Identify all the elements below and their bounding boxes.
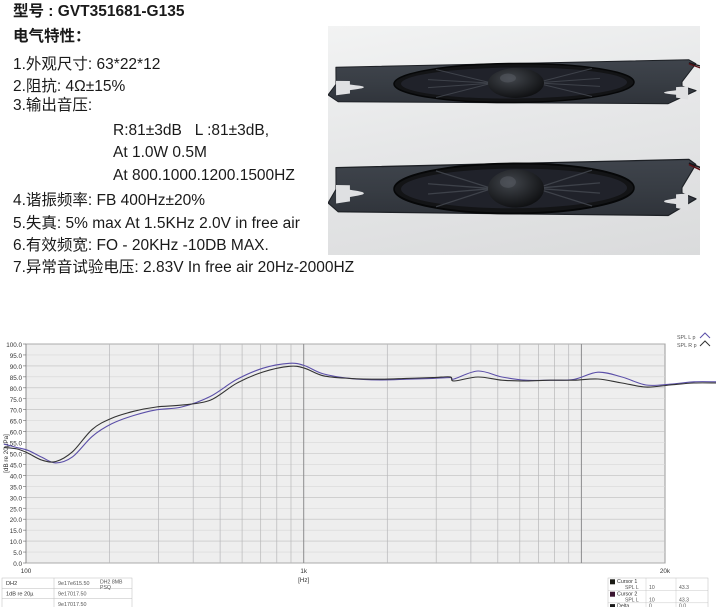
svg-text:SPL R p: SPL R p: [677, 343, 697, 349]
svg-text:Cursor 1: Cursor 1: [617, 579, 637, 585]
svg-text:1k: 1k: [300, 568, 308, 575]
svg-text:9e17e615.50: 9e17e615.50: [58, 581, 89, 587]
svg-text:30.0: 30.0: [10, 495, 23, 502]
svg-text:0.0: 0.0: [13, 561, 22, 568]
svg-text:50.0: 50.0: [10, 452, 23, 459]
svg-text:75.0: 75.0: [10, 397, 23, 404]
svg-text:10: 10: [649, 598, 655, 604]
svg-text:60.0: 60.0: [10, 430, 23, 437]
svg-text:25.0: 25.0: [10, 506, 23, 513]
svg-text:SPL L: SPL L: [625, 598, 639, 604]
svg-text:SPL L p: SPL L p: [677, 335, 696, 341]
svg-text:15.0: 15.0: [10, 528, 23, 535]
svg-text:20k: 20k: [660, 568, 671, 575]
svg-text:DH2: DH2: [6, 581, 17, 587]
svg-text:20.0: 20.0: [10, 517, 23, 524]
svg-text:100: 100: [21, 568, 32, 575]
svg-text:40.0: 40.0: [10, 473, 23, 480]
svg-text:95.0: 95.0: [10, 353, 23, 360]
svg-text:45.0: 45.0: [10, 462, 23, 469]
svg-text:70.0: 70.0: [10, 408, 23, 415]
svg-text:43.3: 43.3: [679, 585, 689, 591]
svg-text:SPL L: SPL L: [625, 585, 639, 591]
svg-text:1dB re 20µ: 1dB re 20µ: [6, 592, 34, 598]
svg-text:9e17017.50: 9e17017.50: [58, 602, 86, 607]
svg-text:10.0: 10.0: [10, 539, 23, 546]
svg-text:43.3: 43.3: [679, 598, 689, 604]
svg-text:10: 10: [649, 585, 655, 591]
svg-text:[dB re 20µPa]: [dB re 20µPa]: [3, 434, 10, 473]
svg-text:90.0: 90.0: [10, 364, 23, 371]
svg-text:5.0: 5.0: [13, 550, 22, 557]
svg-text:PSQ: PSQ: [100, 585, 111, 591]
svg-text:35.0: 35.0: [10, 484, 23, 491]
svg-text:9e17017.50: 9e17017.50: [58, 592, 86, 598]
svg-text:65.0: 65.0: [10, 419, 23, 426]
svg-text:Cursor 2: Cursor 2: [617, 591, 637, 597]
svg-text:[Hz]: [Hz]: [298, 577, 309, 584]
svg-text:85.0: 85.0: [10, 375, 23, 382]
svg-text:100.0: 100.0: [6, 342, 22, 349]
svg-text:80.0: 80.0: [10, 386, 23, 393]
